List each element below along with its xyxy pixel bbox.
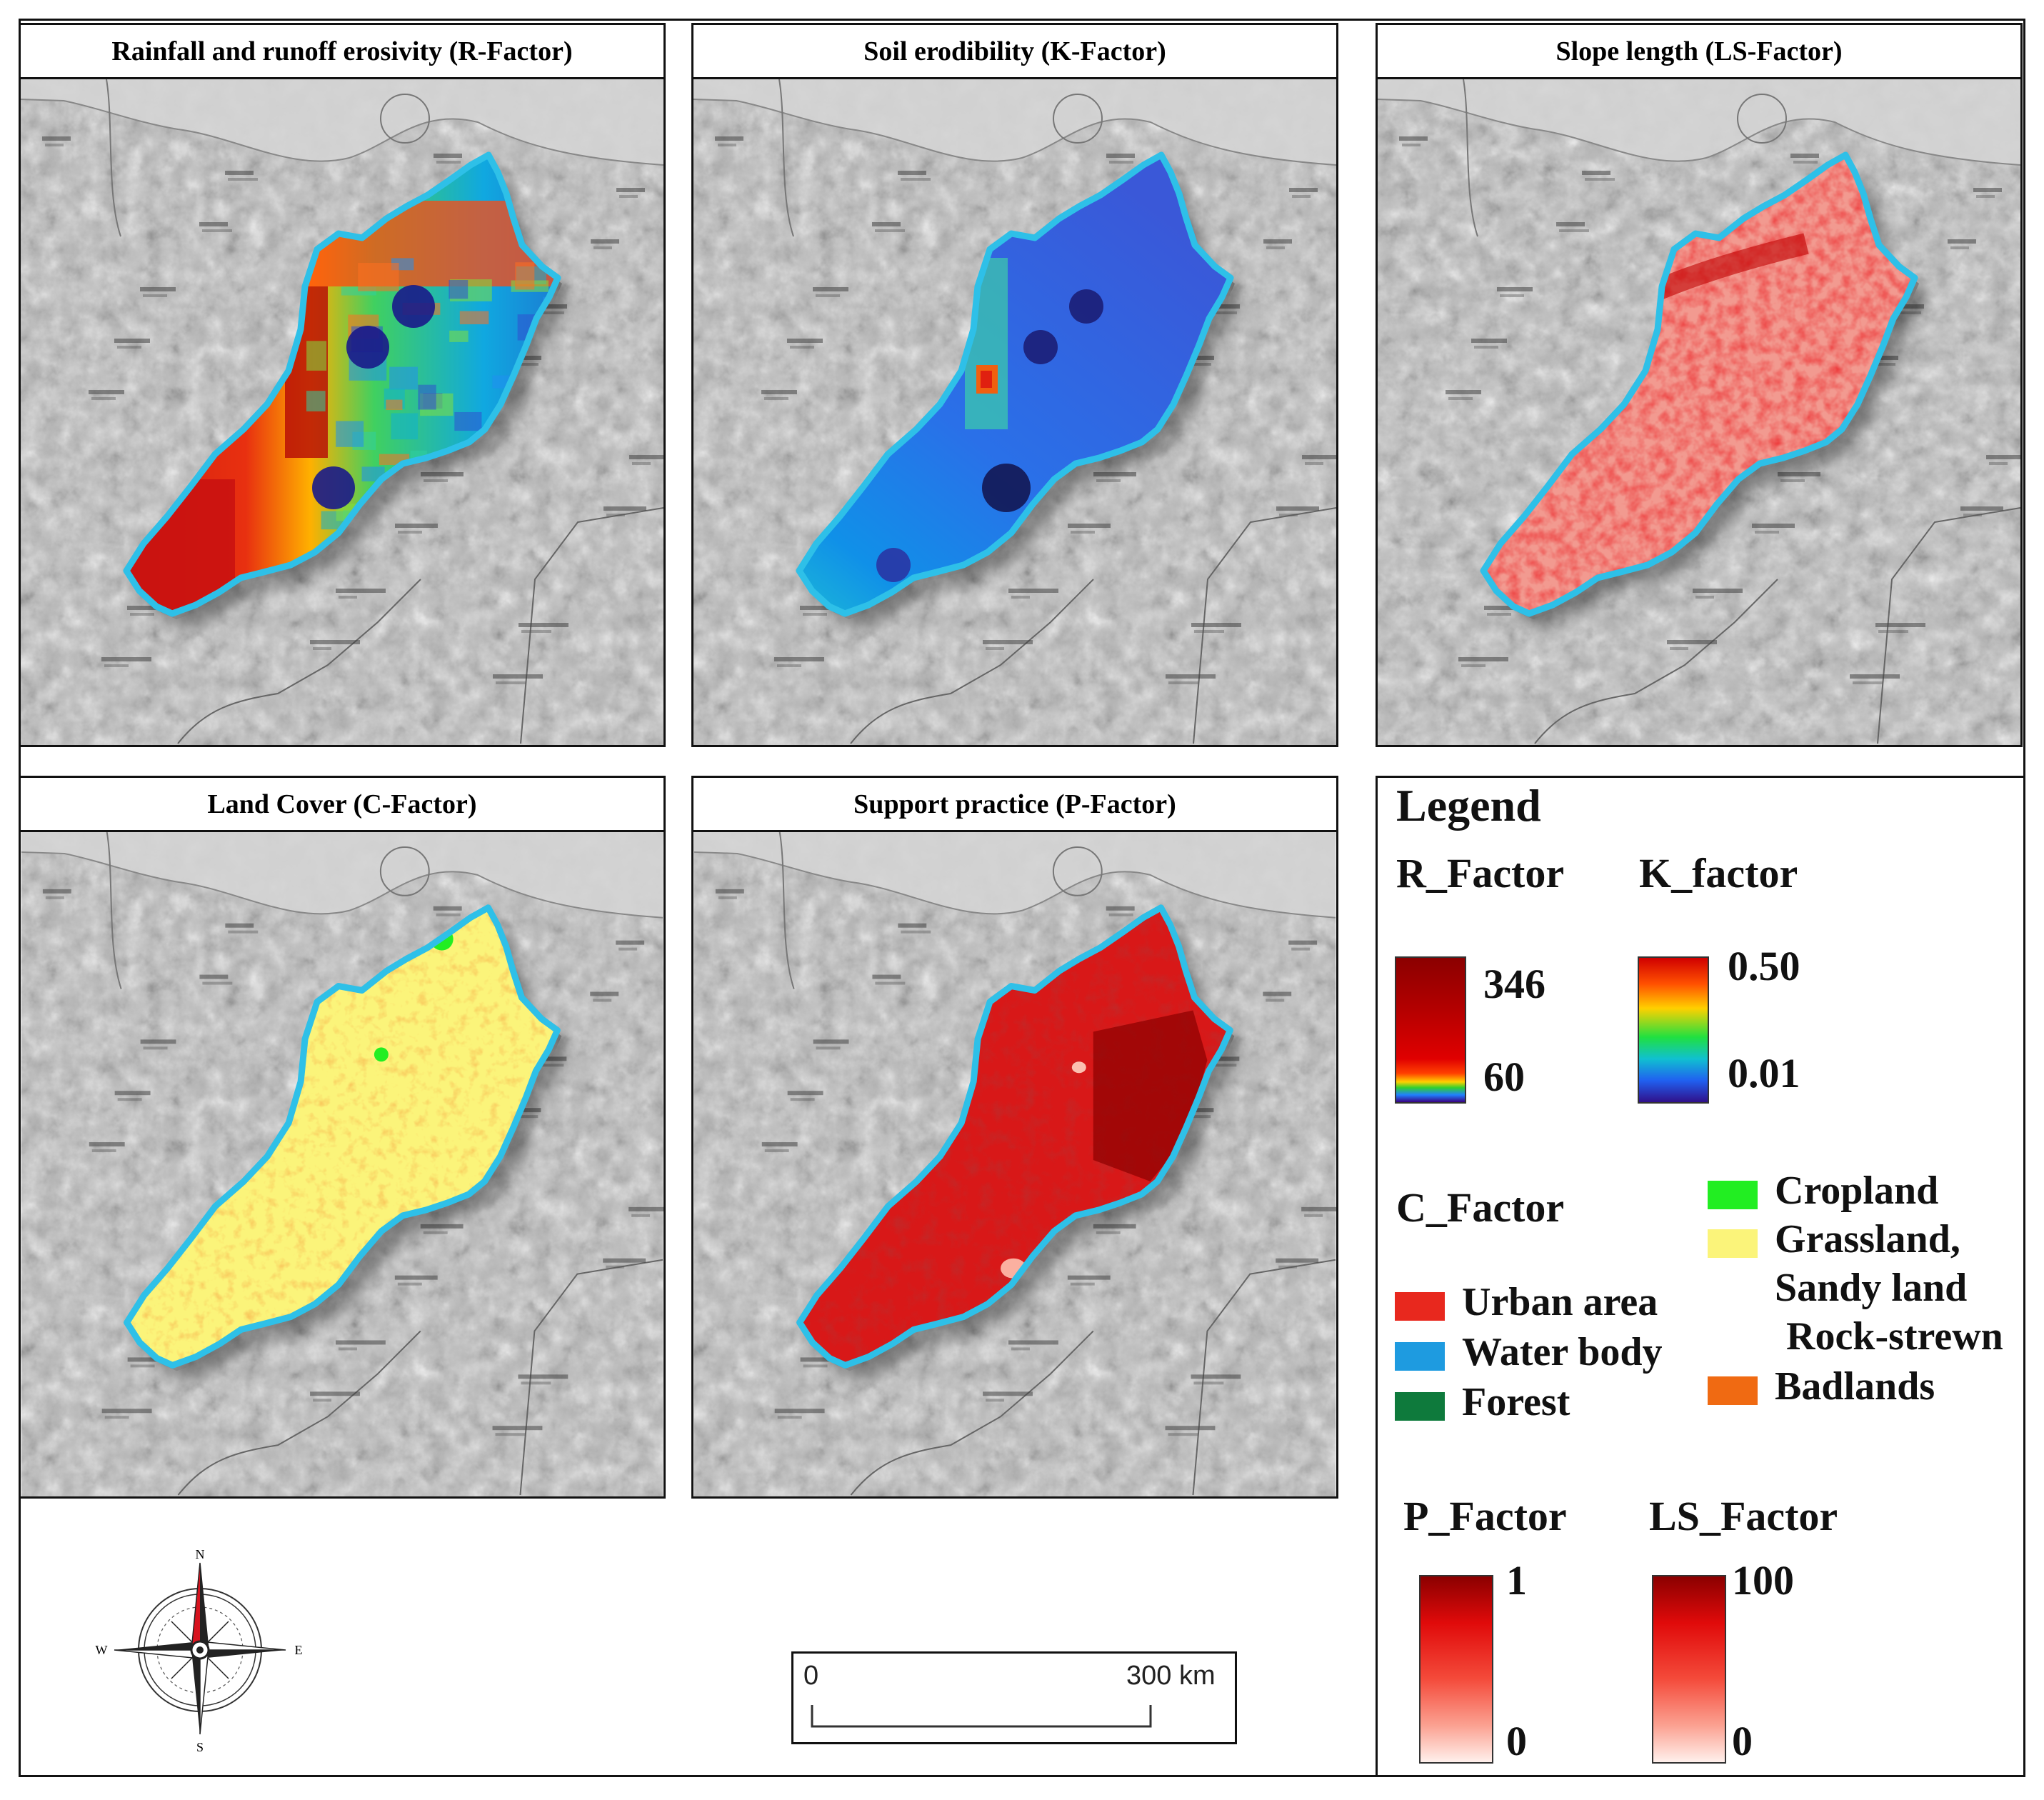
panel-title: Slope length (LS-Factor) [1378,25,2020,79]
k-factor-max: 0.50 [1728,943,1800,989]
compass-south-letter: S [196,1740,204,1754]
c-class-label: Urban area [1462,1280,1658,1324]
panel-title: Support practice (P-Factor) [693,778,1336,832]
c-class-swatch [1708,1229,1758,1258]
c-factor-map [21,832,663,1496]
panel-ls-factor: Slope length (LS-Factor) [1376,23,2023,747]
ls-factor-max: 100 [1732,1557,1794,1604]
legend-heading: Legend [1396,780,1541,831]
p-factor-map [693,832,1336,1496]
c-class-label: Grassland, [1775,1217,1960,1261]
p-factor-min: 0 [1506,1718,1527,1764]
compass-west-letter: W [96,1643,108,1657]
c-class-label-line2: Sandy land [1775,1266,1968,1310]
scale-start-label: 0 [803,1661,819,1691]
ls-factor-min: 0 [1732,1718,1753,1764]
k-factor-min: 0.01 [1728,1050,1800,1096]
panel-title: Rainfall and runoff erosivity (R-Factor) [21,25,663,79]
compass-rose-icon: N S E W [96,1547,303,1754]
scale-bar: 0 300 km [791,1651,1237,1744]
c-class-label: Cropland [1775,1169,1939,1213]
c-class-label-line3: Rock-strewn [1786,1314,2003,1359]
compass-east-letter: E [295,1643,303,1657]
r-factor-label: R_Factor [1396,850,1565,896]
k-factor-label: K_factor [1639,850,1798,896]
scale-ruler [811,1705,1152,1728]
ls-factor-label: LS_Factor [1649,1493,1838,1539]
c-class-swatch [1395,1392,1445,1421]
p-factor-ramp [1419,1575,1493,1764]
c-class-label: Forest [1462,1380,1570,1424]
panel-title: Land Cover (C-Factor) [21,778,663,832]
k-factor-map [693,79,1336,745]
c-class-swatch [1708,1181,1758,1209]
panel-r-factor: Rainfall and runoff erosivity (R-Factor) [19,23,666,747]
r-factor-max: 346 [1483,961,1545,1007]
ls-factor-map [1378,79,2020,745]
scale-end-label: 300 km [1126,1661,1216,1691]
c-class-label: Badlands [1775,1364,1935,1409]
r-factor-min: 60 [1483,1054,1525,1100]
panel-p-factor: Support practice (P-Factor) [691,776,1338,1499]
c-class-label: Water body [1462,1330,1663,1374]
p-factor-max: 1 [1506,1557,1527,1604]
r-factor-ramp [1395,956,1466,1104]
ls-factor-ramp [1652,1575,1726,1764]
compass-north-letter: N [196,1547,205,1561]
c-class-swatch [1395,1342,1445,1371]
k-factor-ramp [1638,956,1709,1104]
c-factor-label: C_Factor [1396,1184,1565,1231]
c-class-swatch [1708,1376,1758,1405]
panel-c-factor: Land Cover (C-Factor) [19,776,666,1499]
p-factor-label: P_Factor [1403,1493,1567,1539]
c-class-swatch [1395,1292,1445,1321]
r-factor-map [21,79,663,745]
legend-panel: Legend R_Factor 346 60 K_factor 0.50 0.0… [1376,776,2025,1777]
panel-k-factor: Soil erodibility (K-Factor) [691,23,1338,747]
panel-title: Soil erodibility (K-Factor) [693,25,1336,79]
